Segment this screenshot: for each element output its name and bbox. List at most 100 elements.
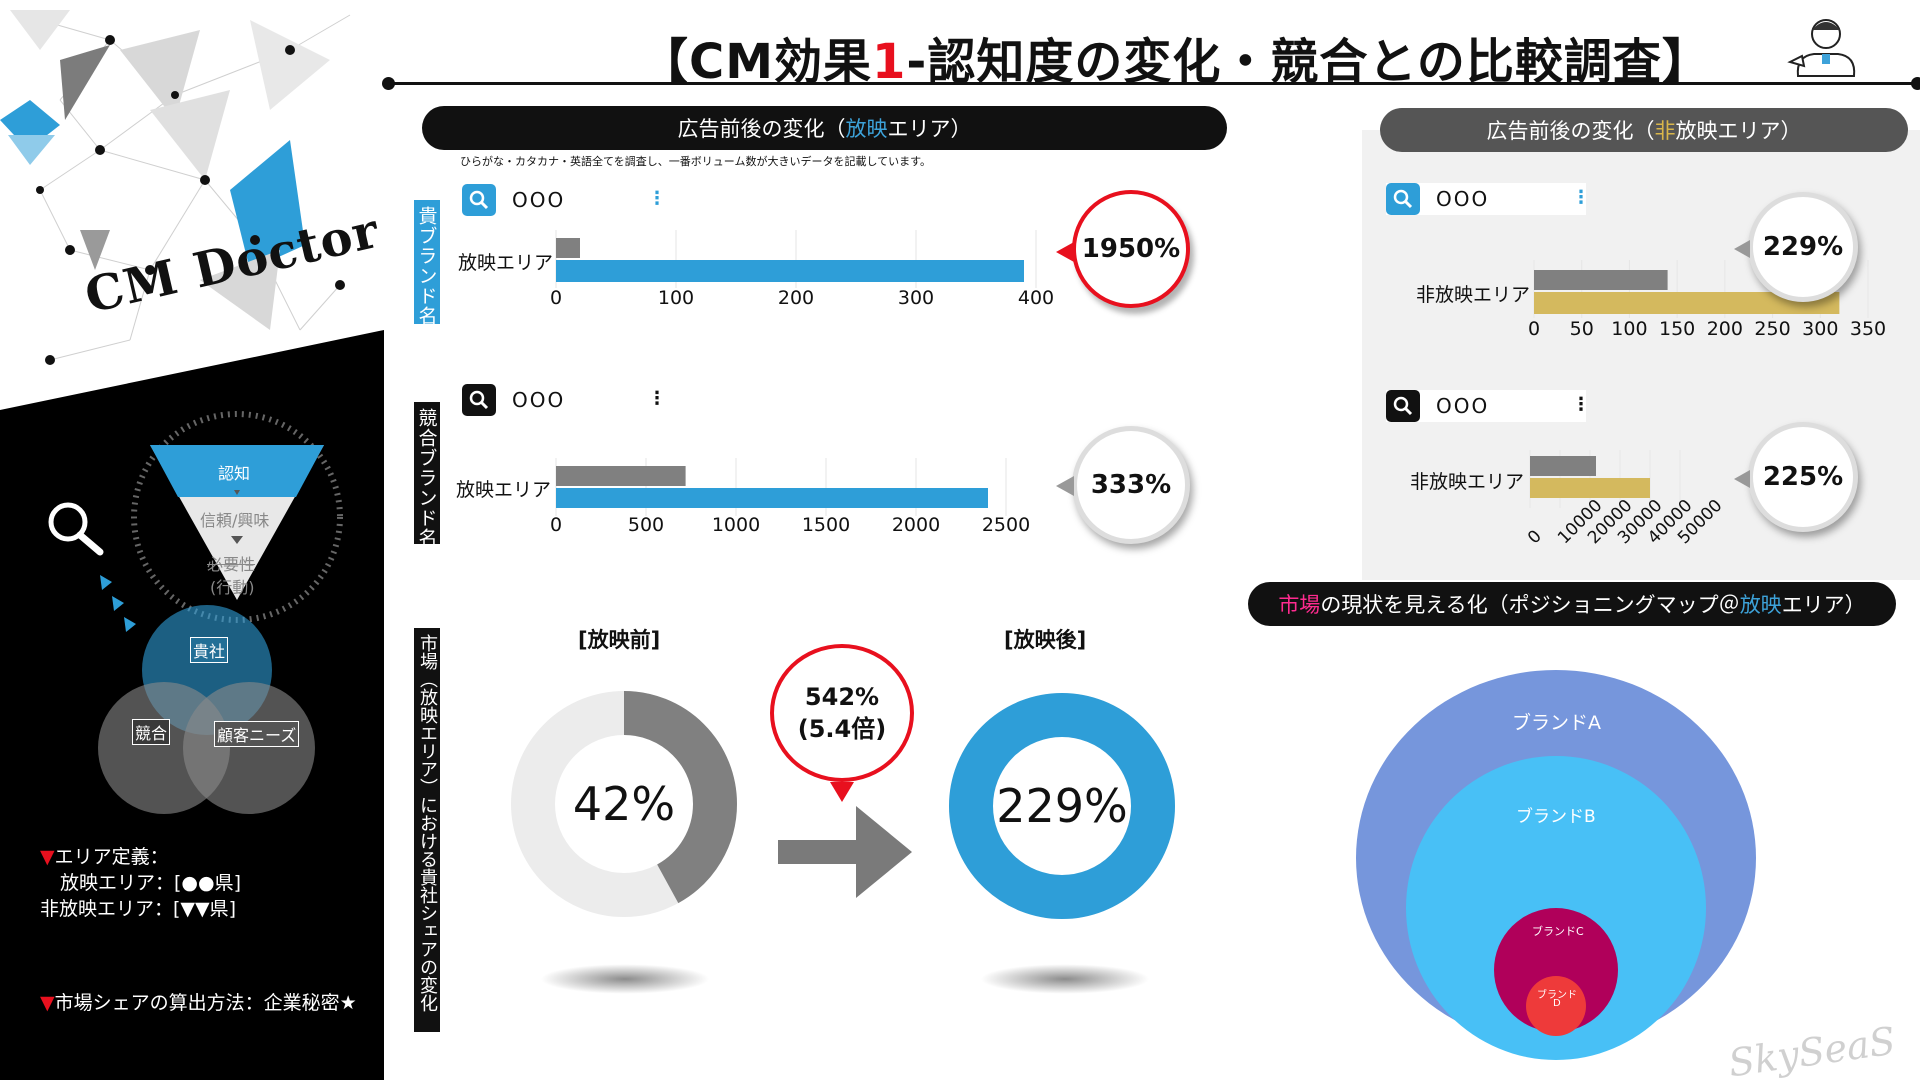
comp-broadcast-search-bar[interactable]: OOO ⋮ xyxy=(462,384,666,416)
own-broadcast-callout: 1950% xyxy=(1072,190,1190,308)
tick-label: 50 xyxy=(1569,318,1594,340)
non-broadcast-area-definition: 非放映エリア：[▼▼県] xyxy=(40,898,237,920)
tick-label: 0 xyxy=(1527,318,1541,340)
funnel-label-trust: 信頼/興味 xyxy=(200,511,270,530)
own-nonbroadcast-callout-pointer xyxy=(1734,240,1750,258)
tick-label: 500 xyxy=(627,514,665,536)
positioning-title-mid: の現状を見える化（ポジショニングマップ＠ xyxy=(1320,593,1740,617)
broadcast-area-definition: 放映エリア：[●●県] xyxy=(60,872,241,894)
brand-d-label-line2: D xyxy=(1553,998,1561,1009)
search-icon[interactable] xyxy=(462,184,496,216)
tick-label: 2000 xyxy=(891,514,941,536)
donut-segment xyxy=(511,691,737,917)
arrow-right-icon xyxy=(778,806,912,898)
area-definition-title: ▼エリア定義： xyxy=(40,846,169,868)
donut-segment xyxy=(949,693,1175,919)
comp-nonbroadcast-category-label: 非放映エリア xyxy=(1410,471,1525,493)
tick-label: 200 xyxy=(777,287,815,309)
funnel-label-need: 必要性 xyxy=(207,555,256,574)
share-method-text: 市場シェアの算出方法：企業秘密★ xyxy=(54,992,357,1014)
more-vertical-icon[interactable]: ⋮ xyxy=(1572,187,1590,208)
before-shadow xyxy=(540,964,710,994)
own-nonbroadcast-callout: 229% xyxy=(1748,192,1858,302)
after-title: [放映後] xyxy=(1004,628,1087,652)
before-value: 42% xyxy=(572,777,676,831)
own-nonbroadcast-category-label: 非放映エリア xyxy=(1416,284,1531,306)
own-broadcast-search-bar[interactable]: OOO ⋮ xyxy=(462,184,666,216)
bar-before xyxy=(556,466,686,486)
positioning-title-after: エリア） xyxy=(1781,593,1866,617)
positioning-title-highlight2: 放映 xyxy=(1739,593,1782,617)
comp-nonbroadcast-callout-pointer xyxy=(1734,470,1750,488)
change-callout-pointer xyxy=(830,782,854,802)
search-text: OOO xyxy=(1436,394,1490,418)
bar-before xyxy=(556,238,580,258)
magnifier-icon xyxy=(48,502,104,556)
positioning-panel-title: 市場 の現状を見える化（ポジショニングマップ＠ 放映 エリア） xyxy=(1248,582,1896,626)
tick-label: 0 xyxy=(549,514,563,536)
nonbroadcast-title-highlight: 非 xyxy=(1654,119,1676,143)
funnel-label-awareness: 認知 xyxy=(218,464,251,483)
before-title: [放映前] xyxy=(578,628,661,652)
own-nonbroadcast-search-bar[interactable]: OOO ⋮ xyxy=(1386,183,1590,215)
bar-before xyxy=(1534,270,1668,290)
funnel-label-action: (行動) xyxy=(210,578,255,597)
search-text: OOO xyxy=(512,188,566,212)
change-multiplier: (5.4倍) xyxy=(797,715,887,743)
after-shadow xyxy=(980,964,1150,994)
comp-broadcast-callout: 333% xyxy=(1072,426,1190,544)
page-title: 【CM効果1-認知度の変化・競合との比較調査】 xyxy=(640,22,1711,92)
tick-label: 400 xyxy=(1017,287,1055,309)
tick-label: 300 xyxy=(1802,318,1839,340)
tick-label: 200 xyxy=(1706,318,1743,340)
title-before: 【CM効果 xyxy=(640,34,872,90)
comp-nonbroadcast-bar-chart xyxy=(1529,450,1681,508)
title-underline xyxy=(388,82,1920,85)
comp-nonbroadcast-search-bar[interactable]: OOO ⋮ xyxy=(1386,390,1590,422)
search-text: OOO xyxy=(1436,187,1490,211)
search-icon[interactable] xyxy=(1386,183,1420,215)
title-number: 1 xyxy=(872,34,907,90)
search-icon[interactable] xyxy=(1386,390,1420,422)
tick-label: 2500 xyxy=(981,514,1031,536)
broadcast-title-before: 広告前後の変化（ xyxy=(677,117,846,141)
left-sidebar: CM Doctor 認知 信頼/興味 必要性 (行動) 貴社 競合 顧客ニーズ … xyxy=(0,0,384,1080)
brand-c-bubble xyxy=(1494,908,1618,1032)
own-broadcast-bar-chart xyxy=(555,230,1037,288)
broadcast-panel-title: 広告前後の変化（ 放映 エリア） xyxy=(422,106,1227,150)
nonbroadcast-title-after: 放映エリア） xyxy=(1675,119,1802,143)
nonbroadcast-title-before: 広告前後の変化（ xyxy=(1486,119,1655,143)
search-text: OOO xyxy=(512,388,566,412)
bar-after xyxy=(556,488,988,508)
tick-label: 100 xyxy=(1611,318,1648,340)
sidebar-graphics xyxy=(0,10,384,1080)
tick-label: 350 xyxy=(1849,318,1887,340)
after-donut-chart xyxy=(949,693,1175,919)
own-broadcast-category-label: 放映エリア xyxy=(458,252,554,274)
positioning-map xyxy=(1356,670,1756,1060)
more-vertical-icon[interactable]: ⋮ xyxy=(1572,394,1590,415)
title-line-dot-right xyxy=(1911,77,1920,90)
venn-label-needs: 顧客ニーズ xyxy=(214,721,300,747)
comp-broadcast-callout-pointer xyxy=(1056,476,1074,496)
tick-label: 300 xyxy=(897,287,935,309)
bar-after xyxy=(1534,292,1840,314)
more-vertical-icon[interactable]: ⋮ xyxy=(648,188,666,209)
bar-after xyxy=(1530,478,1650,498)
more-vertical-icon[interactable]: ⋮ xyxy=(648,388,666,409)
title-after: -認知度の変化・競合との比較調査】 xyxy=(906,34,1711,90)
tick-label: 250 xyxy=(1754,318,1791,340)
title-line-dot-left xyxy=(382,77,395,90)
bar-after xyxy=(556,260,1024,282)
brand-c-label: ブランドC xyxy=(1532,925,1584,938)
network-decoration xyxy=(39,14,351,361)
brand-d-label-line1: ブランド xyxy=(1537,990,1577,1001)
brand-a-label: ブランドA xyxy=(1512,712,1601,734)
direction-arrows xyxy=(100,575,136,632)
broadcast-title-after: エリア） xyxy=(887,117,972,141)
non-broadcast-panel-title: 広告前後の変化（非放映エリア） xyxy=(1380,108,1908,152)
doctor-avatar-icon xyxy=(1787,19,1856,77)
change-percent: 542% xyxy=(804,682,880,711)
survey-note: ひらがな・カタカナ・英語全てを調査し、一番ボリューム数が大きいデータを記載してい… xyxy=(460,155,932,168)
search-icon[interactable] xyxy=(462,384,496,416)
